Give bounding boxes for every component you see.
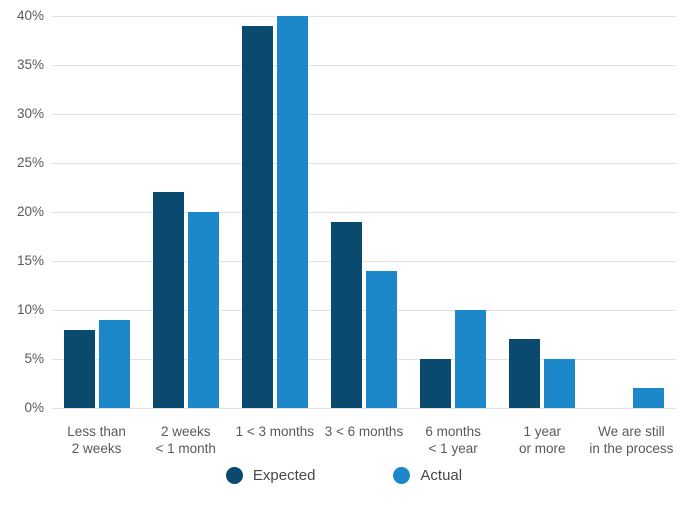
bar-group xyxy=(319,16,408,408)
y-tick-label: 25% xyxy=(16,155,44,170)
gridline xyxy=(52,310,676,311)
gridline xyxy=(52,65,676,66)
x-tick-label: Less than 2 weeks xyxy=(67,424,126,456)
bar-expected xyxy=(63,329,95,408)
legend: Expected Actual xyxy=(0,467,688,484)
x-tick-label: 6 months < 1 year xyxy=(425,424,481,456)
y-axis: 0% 5% 10% 15% 20% 25% 30% 35% 40% xyxy=(0,8,44,415)
y-tick-label: 10% xyxy=(16,302,44,317)
gridline xyxy=(52,408,676,409)
bar-expected xyxy=(241,25,273,408)
bar-actual xyxy=(633,388,665,408)
bars-layer xyxy=(52,16,676,408)
legend-marker-actual-icon xyxy=(393,467,411,484)
bar-group xyxy=(587,16,676,408)
grid-layer xyxy=(52,16,676,409)
x-tick-label: 2 weeks < 1 month xyxy=(155,424,216,456)
gridline xyxy=(52,163,676,164)
bar-actual xyxy=(544,359,576,408)
y-tick-label: 5% xyxy=(24,351,44,366)
legend-label-actual: Actual xyxy=(420,467,463,484)
bar-expected xyxy=(420,359,452,408)
bar-actual xyxy=(365,270,397,408)
legend-item-expected: Expected xyxy=(225,467,316,484)
x-tick-label: 3 < 6 months xyxy=(324,424,404,439)
bar-expected xyxy=(152,192,184,408)
legend-item-actual: Actual xyxy=(393,467,462,484)
bar-group xyxy=(498,16,587,408)
x-tick-label: 1 < 3 months xyxy=(235,424,315,439)
x-tick-label: 1 year or more xyxy=(519,424,566,456)
x-axis: Less than 2 weeks 2 weeks < 1 month 1 < 3 … xyxy=(52,423,676,457)
y-tick-label: 40% xyxy=(16,8,44,23)
y-tick-label: 0% xyxy=(24,400,44,415)
bar-actual xyxy=(98,319,130,408)
bar-expected xyxy=(509,339,541,408)
bar-group xyxy=(230,16,319,408)
bar-actual xyxy=(187,212,219,408)
legend-label-expected: Expected xyxy=(252,467,316,484)
y-tick-label: 30% xyxy=(16,106,44,121)
bar-group xyxy=(141,16,230,408)
bar-actual xyxy=(455,310,487,408)
bar-group xyxy=(409,16,498,408)
bar-group xyxy=(52,16,141,408)
gridline xyxy=(52,16,676,17)
gridline xyxy=(52,359,676,360)
bar-expected xyxy=(330,221,362,408)
x-tick-label: We are still in the process xyxy=(589,424,674,456)
gridline xyxy=(52,261,676,262)
bar-actual xyxy=(276,16,308,408)
plot-area xyxy=(52,16,676,409)
y-tick-label: 15% xyxy=(16,253,44,268)
y-tick-label: 20% xyxy=(16,204,44,219)
legend-marker-expected-icon xyxy=(225,467,243,484)
y-tick-label: 35% xyxy=(16,57,44,72)
gridline xyxy=(52,114,676,115)
gridline xyxy=(52,212,676,213)
